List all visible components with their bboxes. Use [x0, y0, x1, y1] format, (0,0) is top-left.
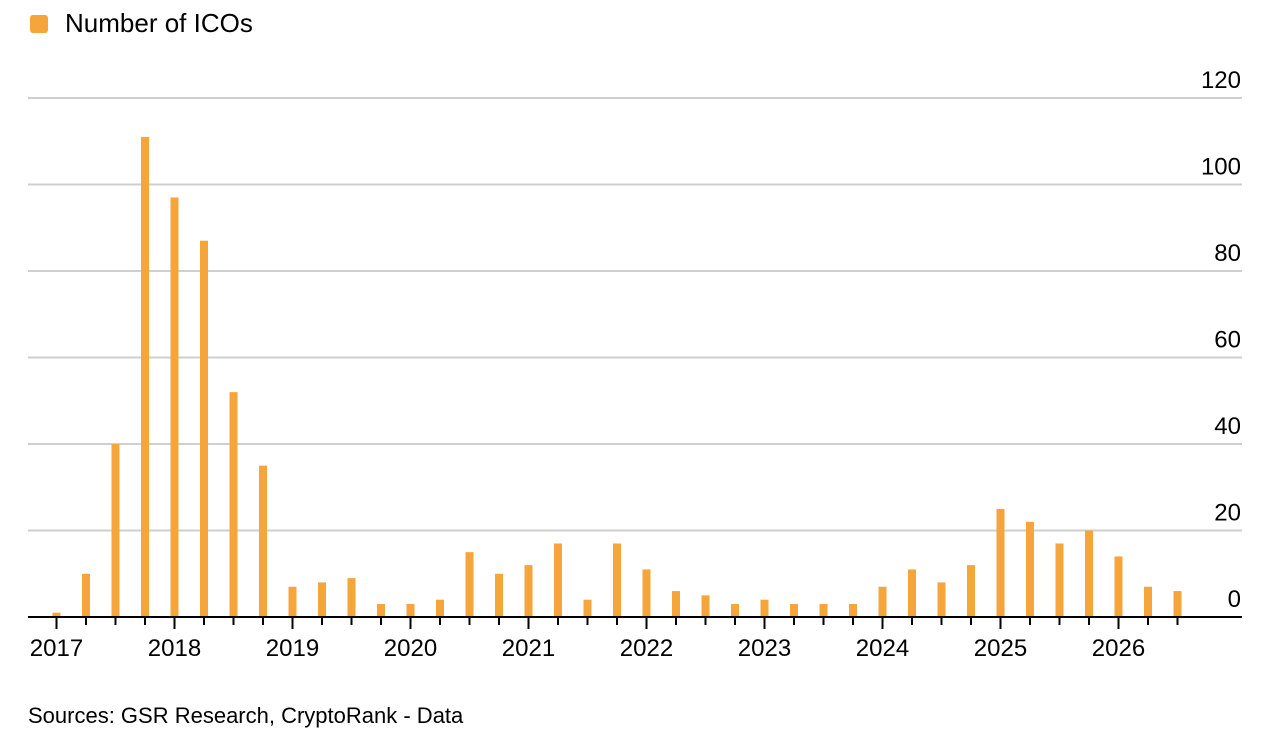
- bar: [524, 565, 533, 617]
- bar: [495, 573, 503, 617]
- y-tick-label: 40: [1214, 413, 1241, 440]
- bar: [259, 465, 267, 617]
- bar: [878, 586, 887, 617]
- y-tick-label: 60: [1214, 327, 1241, 354]
- bar: [937, 582, 946, 617]
- bar: [229, 392, 238, 617]
- bar: [1026, 521, 1034, 617]
- bar: [377, 604, 385, 617]
- bar: [613, 543, 621, 617]
- bar: [1114, 556, 1123, 617]
- bar: [1055, 543, 1064, 617]
- x-tick-label: 2023: [738, 635, 791, 662]
- bar: [642, 569, 651, 617]
- x-tick-label: 2026: [1092, 635, 1145, 662]
- bar: [1144, 586, 1152, 617]
- x-tick-label: 2020: [384, 635, 437, 662]
- bar: [141, 136, 149, 618]
- bar: [52, 612, 61, 617]
- bar-chart: 0 20 40 60 80 100 120 2017 2018 2019 2020 2021 2022 2…: [28, 67, 1242, 662]
- bar: [731, 604, 739, 617]
- bar: [200, 240, 208, 617]
- y-tick-label: 100: [1201, 154, 1241, 181]
- y-tick-label: 0: [1228, 586, 1241, 613]
- bar: [967, 565, 975, 617]
- bar: [701, 595, 710, 617]
- bar: [908, 569, 916, 617]
- bar: [288, 586, 297, 617]
- y-tick-label: 20: [1214, 500, 1241, 527]
- x-tick-label: 2017: [30, 635, 83, 662]
- bar: [170, 197, 179, 617]
- bar: [406, 604, 415, 617]
- legend-swatch: [30, 14, 48, 33]
- x-tick-label: 2024: [856, 635, 909, 662]
- bar: [554, 543, 562, 617]
- bar: [318, 582, 326, 617]
- source-note: Sources: GSR Research, CryptoRank - Data: [28, 703, 464, 728]
- bar: [111, 444, 120, 617]
- x-tick-label: 2018: [148, 635, 201, 662]
- bar: [996, 508, 1005, 617]
- bar: [672, 591, 680, 617]
- bar: [347, 578, 356, 617]
- bar: [819, 604, 828, 617]
- x-tick-label: 2021: [502, 635, 555, 662]
- x-tick-label: 2019: [266, 635, 319, 662]
- y-tick-label: 120: [1201, 67, 1241, 94]
- bar: [1085, 530, 1093, 617]
- legend-label: Number of ICOs: [65, 8, 253, 38]
- bar: [849, 604, 857, 617]
- bar: [465, 552, 474, 617]
- legend: Number of ICOs: [30, 8, 253, 39]
- bar: [790, 604, 798, 617]
- bar: [583, 599, 592, 617]
- bar: [82, 573, 90, 617]
- bar: [1173, 591, 1182, 617]
- x-tick-label: 2025: [974, 635, 1027, 662]
- bar: [436, 599, 444, 617]
- y-tick-label: 80: [1214, 240, 1241, 267]
- x-tick-label: 2022: [620, 635, 673, 662]
- bar: [760, 599, 769, 617]
